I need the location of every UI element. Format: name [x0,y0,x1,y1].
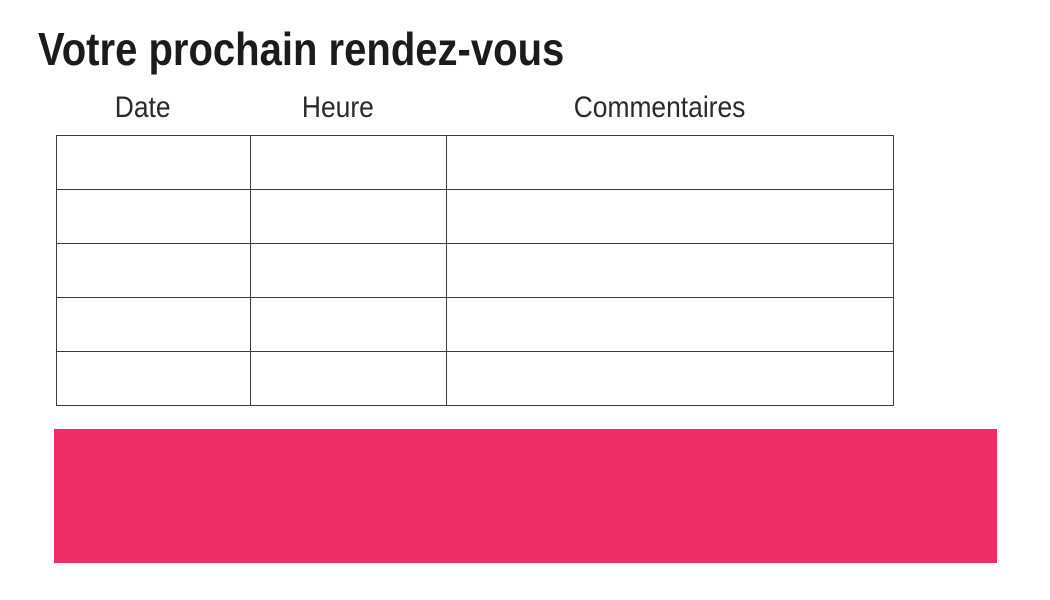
table-row [56,189,894,244]
table-cell [446,243,894,298]
table-cell [250,243,447,298]
table-cell [446,351,894,406]
page-title: Votre prochain rendez-vous [38,23,565,75]
table-cell [250,189,447,244]
table-row [56,243,894,298]
table-cell [56,351,251,406]
table-cell [56,135,251,190]
pink-banner [54,429,997,563]
table-cell [250,297,447,352]
table-cell [446,135,894,190]
table-cell [250,351,447,406]
column-header-date-label: Date [115,91,171,124]
appointment-table [56,135,894,406]
table-row [56,297,894,352]
table-cell [56,297,251,352]
table-header-row: Date Heure Commentaires [46,93,883,123]
column-header-commentaires-label: Commentaires [573,91,746,124]
appointment-table-body [56,135,894,406]
table-cell [56,189,251,244]
table-row [56,135,894,190]
column-header-heure-label: Heure [302,91,374,124]
table-cell [56,243,251,298]
column-header-heure: Heure [240,93,436,123]
table-row [56,351,894,406]
table-cell [446,297,894,352]
table-cell [250,135,447,190]
table-cell [446,189,894,244]
column-header-date: Date [46,93,240,123]
column-header-commentaires: Commentaires [436,93,883,123]
